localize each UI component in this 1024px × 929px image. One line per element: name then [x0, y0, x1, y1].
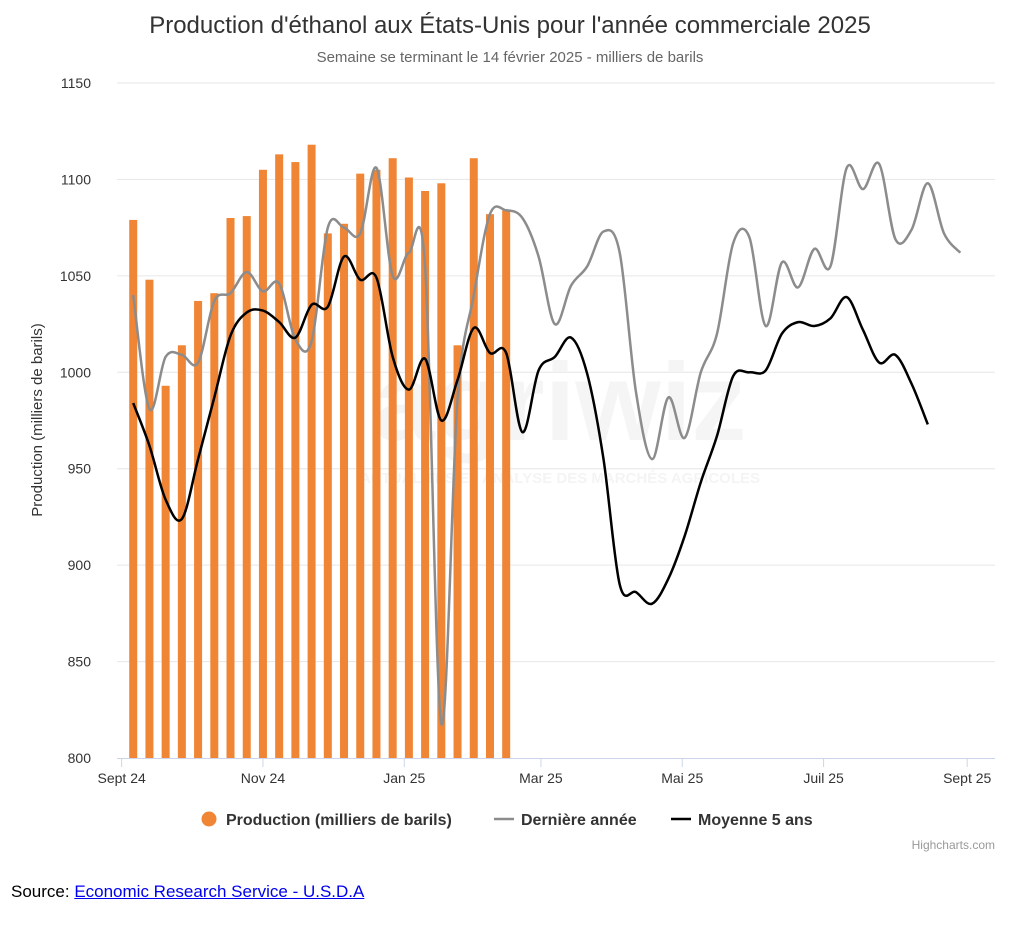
production-bar: [129, 219, 138, 758]
five-year-average-line: [132, 254, 929, 606]
production-bar: [340, 223, 349, 759]
legend-label-five-year: Moyenne 5 ans: [698, 812, 813, 829]
x-tick-label: Juil 25: [803, 770, 844, 786]
y-tick-label: 1100: [61, 171, 91, 187]
source-link[interactable]: Economic Research Service - U.S.D.A: [74, 882, 365, 901]
production-bar: [356, 173, 365, 759]
x-axis-ticks: Sept 24 Nov 24 Jan 25 Mar 25 Mai 25 Juil 25 Se…: [98, 758, 992, 786]
production-bar: [291, 162, 300, 759]
production-bar: [469, 158, 478, 758]
source-label: Source:: [11, 882, 75, 901]
production-bar: [242, 216, 251, 759]
last-year-line: [131, 161, 962, 726]
x-tick-label: Sept 24: [98, 770, 146, 786]
y-tick-label: 950: [68, 461, 92, 477]
x-tick-label: Jan 25: [383, 770, 425, 786]
y-tick-label: 850: [68, 654, 92, 670]
production-bar: [388, 158, 397, 758]
legend-item-last-year[interactable]: Dernière année: [494, 812, 637, 829]
production-bar: [145, 279, 154, 758]
production-bar: [161, 385, 170, 758]
chart: Production d'éthanol aux États-Unis pour…: [29, 12, 995, 852]
production-bar: [258, 169, 267, 759]
source-line: Source: Economic Research Service - U.S.…: [11, 882, 364, 902]
credits-link[interactable]: Highcharts.com: [912, 838, 995, 852]
y-tick-label: 1150: [61, 75, 91, 91]
production-bar: [275, 154, 284, 758]
production-bar: [421, 191, 430, 758]
x-tick-label: Nov 24: [241, 770, 286, 786]
production-bar: [372, 169, 381, 759]
y-tick-label: 1050: [60, 268, 91, 284]
x-tick-label: Sept 25: [943, 770, 991, 786]
production-bar: [226, 218, 235, 758]
y-axis-ticks: 800 850 900 950 1000 1050 1100 1150: [60, 75, 91, 766]
production-bar: [177, 345, 186, 758]
production-bars: [129, 144, 511, 759]
production-bar: [307, 144, 316, 758]
x-tick-label: Mar 25: [519, 770, 563, 786]
legend-label-production: Production (milliers de barils): [226, 812, 452, 829]
production-bar: [453, 345, 462, 758]
chart-subtitle: Semaine se terminant le 14 février 2025 …: [317, 49, 704, 66]
x-tick-label: Mai 25: [661, 770, 703, 786]
production-bar: [437, 183, 446, 759]
legend-item-production[interactable]: Production (milliers de barils): [201, 811, 452, 830]
y-tick-label: 900: [68, 557, 92, 573]
production-bar: [210, 293, 219, 758]
legend-label-last-year: Dernière année: [521, 812, 637, 829]
y-tick-label: 1000: [60, 364, 91, 380]
line-series: [131, 161, 962, 726]
legend-item-five-year[interactable]: Moyenne 5 ans: [671, 812, 813, 829]
production-bar: [194, 300, 203, 758]
production-bar: [404, 177, 413, 758]
legend-marker-production: [201, 811, 217, 827]
production-bar: [485, 214, 494, 759]
chart-title: Production d'éthanol aux États-Unis pour…: [149, 12, 871, 39]
production-bar: [323, 233, 332, 758]
y-tick-label: 800: [68, 750, 92, 766]
production-bar: [502, 210, 511, 759]
legend: Production (milliers de barils) Dernière…: [201, 811, 813, 830]
y-axis-title: Production (milliers de barils): [29, 323, 46, 516]
